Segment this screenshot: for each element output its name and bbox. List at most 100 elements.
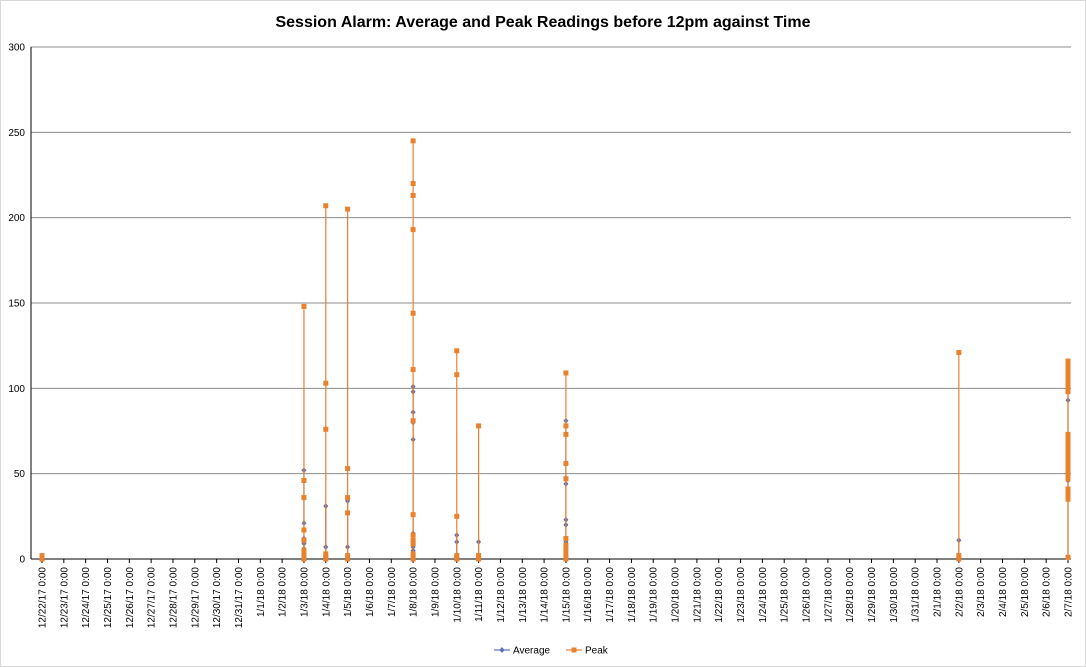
legend-marker <box>499 647 505 653</box>
data-point-peak <box>301 556 307 562</box>
data-point-peak <box>345 466 351 472</box>
x-tick-label: 1/15/18 0:00 <box>561 567 572 623</box>
legend-marker <box>571 647 577 653</box>
x-tick-label: 1/19/18 0:00 <box>649 567 660 623</box>
data-point-peak <box>454 348 460 354</box>
x-tick-label: 1/1/18 0:00 <box>256 567 267 617</box>
x-tick-label: 1/21/18 0:00 <box>692 567 703 623</box>
data-point-peak <box>1065 476 1071 482</box>
x-tick-label: 2/6/18 0:00 <box>1042 567 1053 617</box>
data-point-peak <box>1065 382 1071 388</box>
data-point-peak <box>1065 445 1071 451</box>
data-point-peak <box>301 495 307 501</box>
data-point-peak <box>345 510 351 516</box>
y-tick-label: 300 <box>8 43 25 54</box>
x-tick-label: 1/28/18 0:00 <box>845 567 856 623</box>
x-tick-label: 1/11/18 0:00 <box>474 567 485 622</box>
y-tick-label: 150 <box>8 299 25 310</box>
x-tick-label: 12/22/17 0:00 <box>38 567 49 629</box>
data-point-peak <box>1065 459 1071 465</box>
data-point-peak <box>410 310 416 316</box>
legend-item-peak: Peak <box>566 646 609 657</box>
x-tick-label: 1/13/18 0:00 <box>518 567 529 623</box>
x-tick-label: 2/2/18 0:00 <box>954 567 965 617</box>
data-point-peak <box>410 181 416 187</box>
data-point-peak <box>1065 442 1071 448</box>
x-tick-label: 1/5/18 0:00 <box>343 567 354 617</box>
data-point-peak <box>1065 496 1071 502</box>
data-point-peak <box>956 553 962 559</box>
y-tick-label: 100 <box>8 384 25 395</box>
y-tick-label: 0 <box>19 555 25 566</box>
data-point-peak <box>563 556 569 562</box>
data-point-peak <box>454 556 460 562</box>
data-point-peak <box>1065 435 1071 441</box>
data-point-peak <box>1065 379 1071 385</box>
data-point-peak <box>1065 448 1071 454</box>
x-tick-label: 1/22/18 0:00 <box>714 567 725 623</box>
data-point-peak <box>1065 452 1071 458</box>
data-point-peak <box>301 547 307 553</box>
x-tick-label: 12/25/17 0:00 <box>103 567 114 629</box>
x-tick-label: 1/2/18 0:00 <box>278 567 289 617</box>
data-point-peak <box>1065 368 1071 374</box>
data-point-peak <box>301 553 307 559</box>
data-point-peak <box>323 551 329 557</box>
data-point-peak <box>410 532 416 538</box>
data-point-peak <box>1065 361 1071 367</box>
data-point-peak <box>1065 358 1071 364</box>
legend-label: Average <box>513 646 551 657</box>
y-tick-label: 200 <box>8 213 25 224</box>
data-point-peak <box>345 495 351 501</box>
data-point-peak <box>323 203 329 209</box>
x-tick-label: 1/4/18 0:00 <box>321 567 332 617</box>
chart-title: Session Alarm: Average and Peak Readings… <box>275 14 810 31</box>
data-point-peak <box>563 460 569 466</box>
data-point-peak <box>563 553 569 559</box>
data-point-peak <box>563 536 569 542</box>
x-tick-label: 1/14/18 0:00 <box>540 567 551 623</box>
x-tick-label: 12/23/17 0:00 <box>59 567 70 629</box>
data-point-peak <box>301 527 307 533</box>
x-tick-label: 1/27/18 0:00 <box>823 567 834 623</box>
x-tick-label: 2/5/18 0:00 <box>1020 567 1031 617</box>
x-tick-label: 1/20/18 0:00 <box>671 567 682 623</box>
x-tick-label: 12/27/17 0:00 <box>147 567 158 629</box>
x-tick-label: 2/4/18 0:00 <box>998 567 1009 617</box>
x-tick-label: 1/10/18 0:00 <box>452 567 463 623</box>
series-peak <box>39 138 1071 562</box>
data-point-peak <box>563 431 569 437</box>
data-point-peak <box>345 556 351 562</box>
data-point-peak <box>1065 438 1071 444</box>
x-tick-label: 12/29/17 0:00 <box>190 567 201 629</box>
data-point-peak <box>476 553 482 559</box>
data-point-peak <box>410 551 416 557</box>
data-point-peak <box>1065 486 1071 492</box>
x-tick-label: 1/31/18 0:00 <box>911 567 922 623</box>
legend: Average Peak <box>494 646 609 657</box>
x-tick-label: 1/3/18 0:00 <box>299 567 310 617</box>
data-point-peak <box>323 380 329 386</box>
data-point-peak <box>1065 365 1071 371</box>
data-point-peak <box>39 556 45 562</box>
data-point-peak <box>563 423 569 429</box>
data-point-peak <box>410 418 416 424</box>
x-tick-label: 1/30/18 0:00 <box>889 567 900 623</box>
data-point-peak <box>410 537 416 543</box>
x-tick-label: 12/24/17 0:00 <box>81 567 92 629</box>
x-tick-label: 1/8/18 0:00 <box>409 567 420 617</box>
data-point-peak <box>410 541 416 547</box>
data-point-peak <box>1065 389 1071 395</box>
gridlines <box>31 46 1071 475</box>
x-tick-label: 1/18/18 0:00 <box>627 567 638 623</box>
data-point-peak <box>323 556 329 562</box>
x-tick-label: 1/23/18 0:00 <box>736 567 747 623</box>
x-tick-label: 2/7/18 0:00 <box>1064 567 1075 617</box>
data-point-peak <box>563 547 569 553</box>
axes: 0 50 100 150 200 250 300 12/22/17 0:00 12/23/17 … <box>8 43 1074 629</box>
data-point-peak <box>476 556 482 562</box>
x-tick-label: 1/25/18 0:00 <box>780 567 791 623</box>
